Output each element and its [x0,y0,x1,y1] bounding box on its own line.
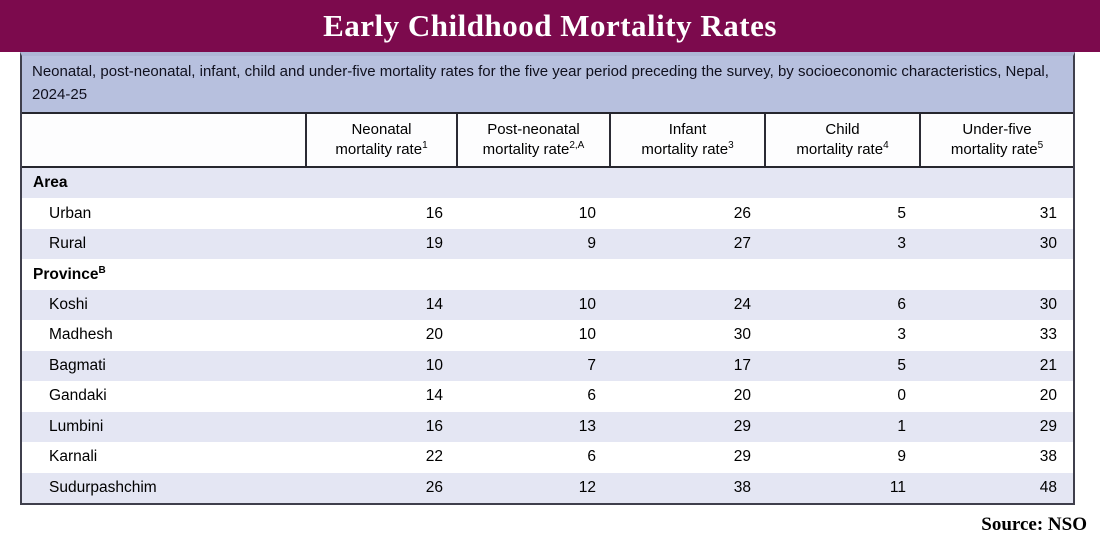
table-row: Karnali 22 6 29 9 38 [22,442,1073,472]
cell-value: 48 [1039,478,1057,496]
page-title: Early Childhood Mortality Rates [323,8,777,43]
source-text: Source: NSO [981,514,1087,535]
cell-value: 10 [425,356,443,374]
table-row: Gandaki 14 6 20 0 20 [22,381,1073,411]
row-label: Sudurpashchim [49,478,157,496]
mortality-table: Neonatal, post-neonatal, infant, child a… [20,52,1075,505]
cell-value: 3 [897,235,906,253]
cell-value: 16 [425,204,443,222]
cell-value: 21 [1039,356,1057,374]
cell-value: 31 [1039,204,1057,222]
row-label: Bagmati [49,356,106,374]
cell-value: 20 [1039,387,1057,405]
table-row: Madhesh 20 10 30 3 33 [22,320,1073,350]
cell-value: 22 [425,448,443,466]
cell-value: 16 [425,417,443,435]
cell-value: 29 [1039,417,1057,435]
cell-value: 26 [733,204,751,222]
cell-value: 10 [578,296,596,314]
table-row: Lumbini 16 13 29 1 29 [22,411,1073,443]
column-header: Post-neonatal mortality rate2,A [456,114,609,166]
column-header: Child mortality rate4 [764,114,919,166]
cell-value: 6 [587,448,596,466]
cell-value: 14 [425,296,443,314]
cell-value: 33 [1039,326,1057,344]
cell-value: 5 [897,356,906,374]
row-label: Madhesh [49,326,113,344]
cell-value: 20 [425,326,443,344]
cell-value: 13 [578,417,596,435]
cell-value: 29 [733,417,751,435]
cell-value: 3 [897,326,906,344]
cell-value: 20 [733,387,751,405]
cell-value: 6 [587,387,596,405]
cell-value: 1 [897,417,906,435]
section-row: ProvinceB [22,259,1073,289]
column-header: Infant mortality rate3 [609,114,764,166]
row-label: ProvinceB [33,264,106,283]
cell-value: 0 [897,387,906,405]
cell-value: 38 [1039,448,1057,466]
cell-value: 30 [1039,235,1057,253]
cell-value: 6 [897,296,906,314]
cell-value: 14 [425,387,443,405]
cell-value: 19 [425,235,443,253]
column-header: Neonatal mortality rate1 [305,114,456,166]
row-label: Lumbini [49,417,104,435]
cell-value: 38 [733,478,751,496]
table-row: Rural 19 9 27 3 30 [22,228,1073,260]
table-row: Bagmati 10 7 17 5 21 [22,350,1073,382]
cell-value: 24 [733,296,751,314]
column-header: Under-five mortality rate5 [919,114,1073,166]
cell-value: 29 [733,448,751,466]
section-row: Area [22,168,1073,199]
cell-value: 7 [587,356,596,374]
row-label: Area [33,174,68,192]
cell-value: 9 [897,448,906,466]
table-body: Area Urban 16 10 26 5 31 Rural 19 9 27 3 30 ProvinceB… [22,168,1073,503]
table-row: Sudurpashchim 26 12 38 11 48 [22,472,1073,503]
cell-value: 12 [578,478,596,496]
cell-value: 10 [578,326,596,344]
source-note: Source: NSO [981,514,1087,536]
table-caption: Neonatal, post-neonatal, infant, child a… [22,56,1073,114]
title-bar: Early Childhood Mortality Rates [0,0,1100,52]
row-label: Gandaki [49,387,107,405]
cell-value: 11 [889,478,906,496]
table-header-row: Neonatal mortality rate1 Post-neonatal mort… [22,114,1073,168]
row-label: Rural [49,235,87,253]
cell-value: 17 [733,356,751,374]
cell-value: 30 [1039,296,1057,314]
header-empty-cell [22,114,305,166]
table-row: Urban 16 10 26 5 31 [22,198,1073,228]
cell-value: 10 [578,204,596,222]
table-row: Koshi 14 10 24 6 30 [22,289,1073,321]
cell-value: 5 [897,204,906,222]
row-label: Koshi [49,296,88,314]
row-label: Karnali [49,448,98,466]
row-label: Urban [49,204,92,222]
cell-value: 9 [587,235,596,253]
cell-value: 26 [425,478,443,496]
cell-value: 27 [733,235,751,253]
cell-value: 30 [733,326,751,344]
